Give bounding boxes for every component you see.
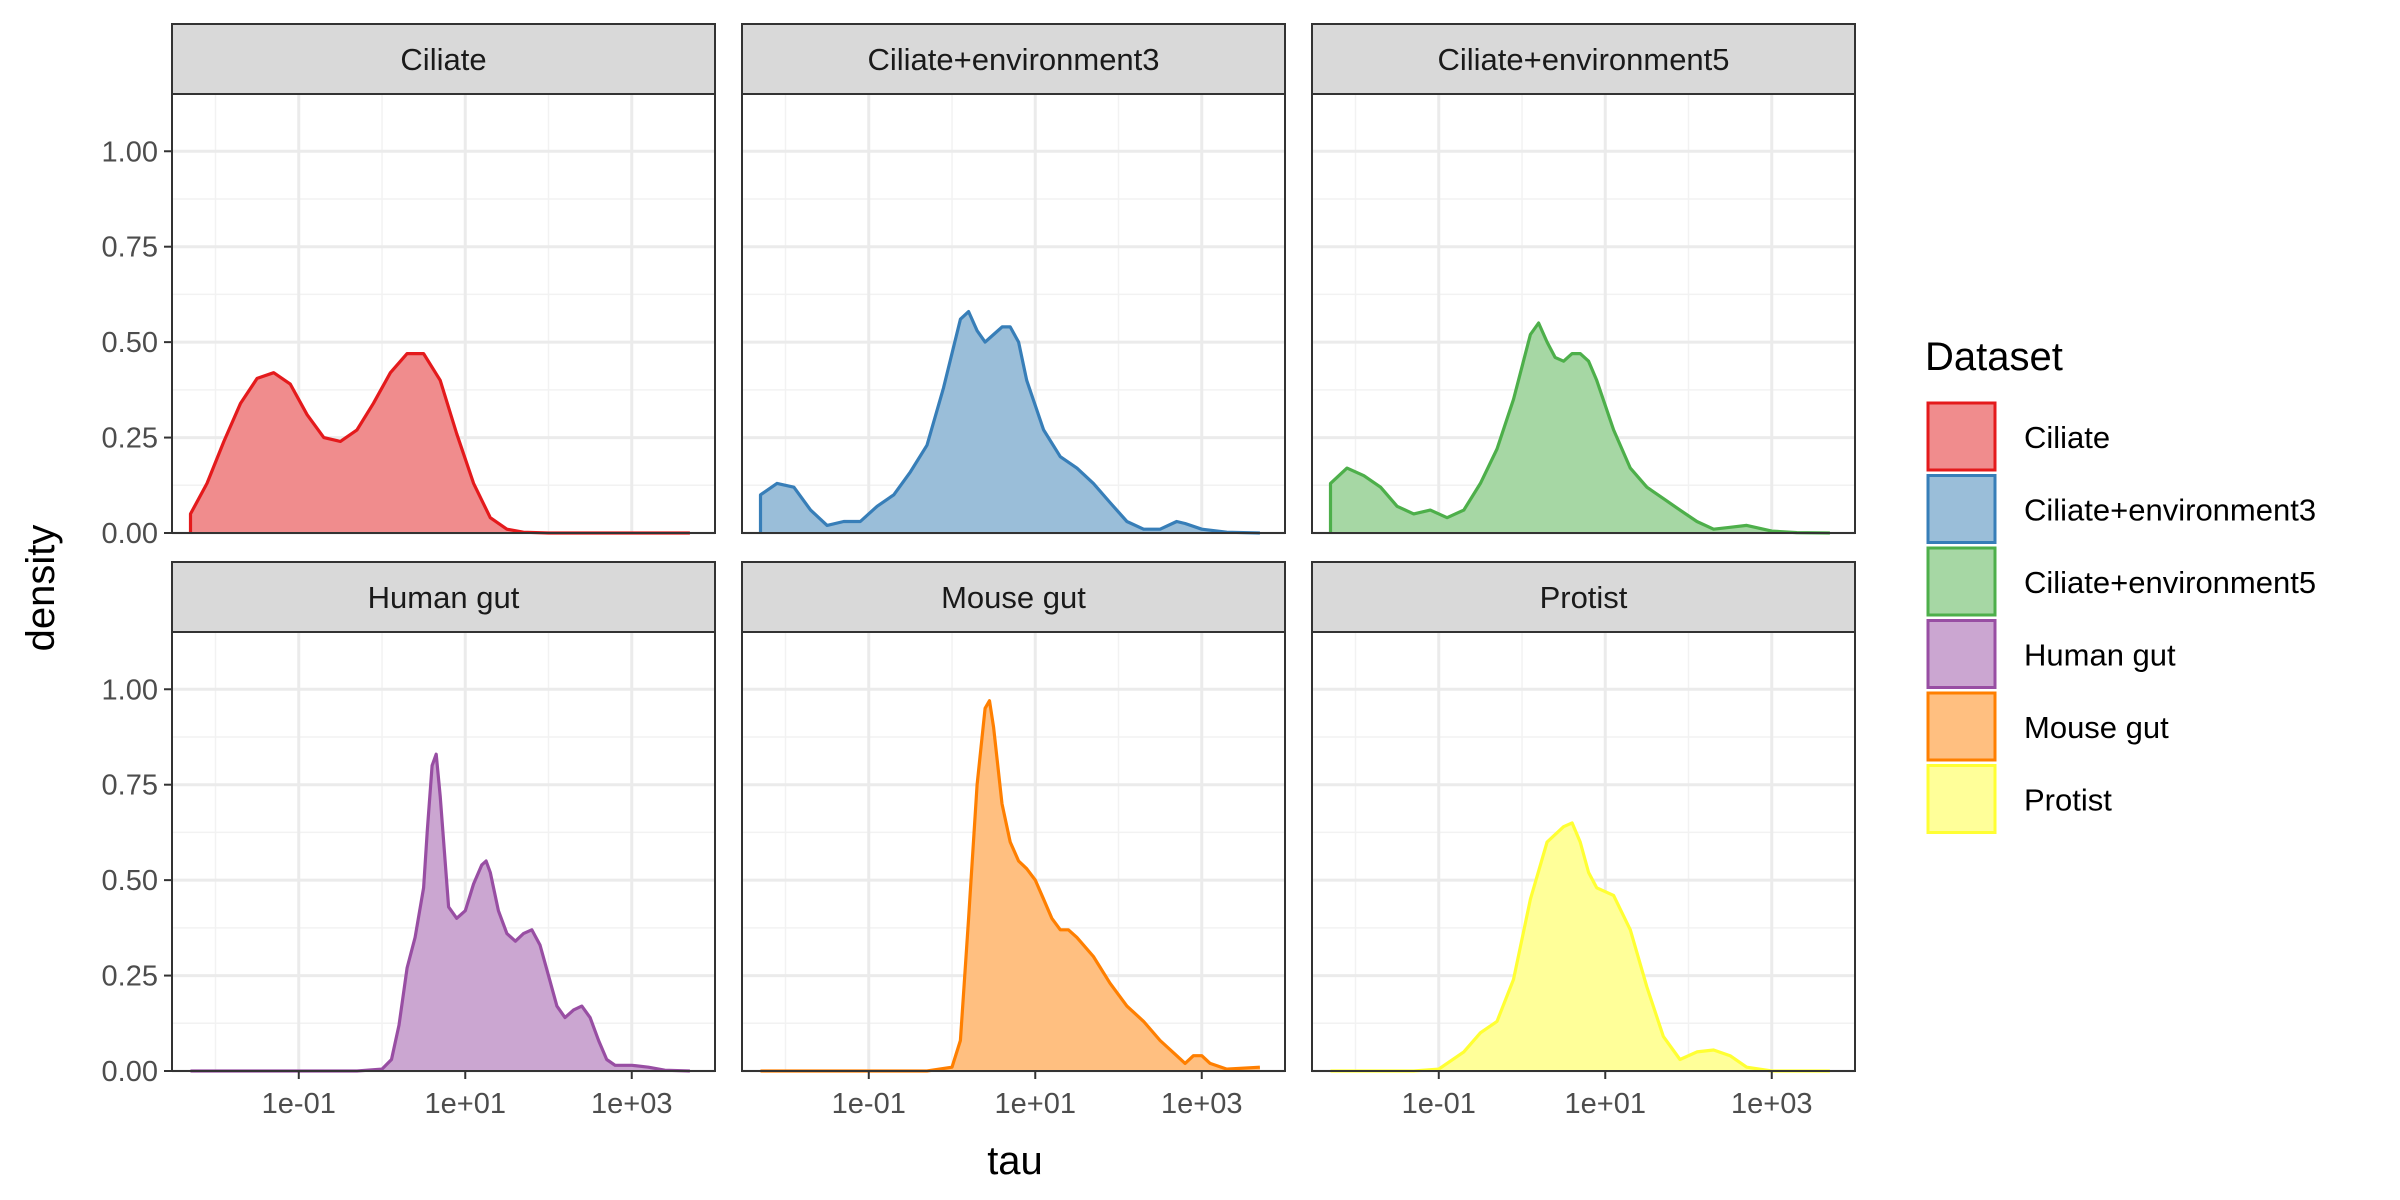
legend: Dataset CiliateCiliate+environment3Cilia…: [1925, 335, 2316, 834]
y-tick-label: 1.00: [102, 674, 158, 706]
facet-panel: Ciliate+environment5: [1311, 23, 1856, 535]
legend-item: Ciliate: [1926, 401, 2110, 472]
legend-label: Mouse gut: [2024, 710, 2169, 745]
density-area: [1330, 323, 1830, 533]
legend-swatch: [1926, 546, 1997, 617]
legend-swatch: [1926, 691, 1997, 762]
legend-label: Ciliate: [2024, 420, 2110, 455]
y-tick-label: 1.00: [102, 136, 158, 168]
y-tick-label: 0.75: [102, 232, 158, 264]
legend-label: Ciliate+environment3: [2024, 493, 2316, 528]
y-tick-label: 0.00: [102, 518, 158, 550]
density-area: [1330, 822, 1830, 1071]
density-line: [1330, 821, 1830, 1073]
legend-item: Mouse gut: [1926, 691, 2169, 762]
x-tick-label: 1e-01: [832, 1088, 906, 1120]
legend-swatch: [1926, 619, 1997, 689]
facet-strip: [171, 561, 716, 633]
x-tick-label: 1e+03: [591, 1088, 672, 1120]
facet-strip-label: Ciliate+environment3: [867, 42, 1159, 77]
x-tick-label: 1e+03: [1161, 1088, 1242, 1120]
facet-strip: [1311, 23, 1856, 95]
panel-border: [171, 631, 716, 1072]
gridlines: [172, 94, 715, 535]
panel-border: [741, 631, 1286, 1072]
y-tick-label: 0.25: [102, 961, 158, 993]
x-tick-label: 1e+01: [1565, 1088, 1646, 1120]
panel-border: [1311, 93, 1856, 534]
facet-strip: [171, 23, 716, 95]
facet-strip: [741, 561, 1286, 633]
density-line: [188, 352, 690, 535]
density-area: [190, 353, 690, 533]
facet-panel: Mouse gut 1e-01 1e+01 1e+03: [741, 561, 1286, 1120]
density-line: [760, 699, 1260, 1073]
legend-item: Protist: [1926, 764, 2112, 834]
density-area: [760, 311, 1260, 533]
legend-item: Human gut: [1926, 619, 2176, 689]
x-tick-label: 1e-01: [262, 1088, 336, 1120]
facet-strip-label: Ciliate+environment5: [1437, 42, 1729, 77]
y-tick-label: 0.50: [102, 865, 158, 897]
y-tick-label: 0.50: [102, 327, 158, 359]
y-axis-title: density: [19, 525, 63, 652]
facet-panel: Human gut 0.00 0.25 0.50 0.75 1.00 1e-01 1e+01 1…: [102, 561, 716, 1120]
density-area: [760, 700, 1260, 1071]
y-tick-label: 0.00: [102, 1056, 158, 1088]
legend-item: Ciliate+environment5: [1926, 546, 2316, 617]
x-tick-label: 1e+01: [425, 1088, 506, 1120]
facet-strip: [741, 23, 1286, 95]
facet-strip: [1311, 561, 1856, 633]
panels-layer: Ciliate 0.00 0.25 0.50 0.75 1.00 Ciliate+envir…: [102, 23, 1856, 1120]
facet-strip-label: Ciliate: [400, 42, 486, 77]
panel-border: [171, 93, 716, 534]
facet-panel: Protist 1e-01 1e+01 1e+03: [1311, 561, 1856, 1120]
facet-panel: Ciliate+environment3: [741, 23, 1286, 535]
x-tick-label: 1e-01: [1402, 1088, 1476, 1120]
facet-strip-label: Mouse gut: [941, 580, 1086, 615]
facet-panel: Ciliate 0.00 0.25 0.50 0.75 1.00: [102, 23, 716, 550]
panel-border: [1311, 631, 1856, 1072]
density-line: [1328, 321, 1830, 535]
legend-swatch: [1926, 474, 1997, 544]
legend-items: Ciliate Ciliate+environment3 Ciliate+envir…: [1926, 401, 2316, 834]
facet-strip-label: Human gut: [368, 580, 520, 615]
legend-label: Ciliate+environment5: [2024, 565, 2316, 600]
y-tick-label: 0.25: [102, 423, 158, 455]
density-line: [190, 752, 690, 1073]
panel-border: [741, 93, 1286, 534]
x-axis-title: tau: [987, 1139, 1043, 1183]
x-tick-label: 1e+01: [995, 1088, 1076, 1120]
legend-label: Human gut: [2024, 638, 2176, 673]
facet-strip-label: Protist: [1540, 580, 1628, 615]
legend-title: Dataset: [1925, 335, 2063, 379]
legend-swatch: [1926, 764, 1997, 834]
x-tick-label: 1e+03: [1731, 1088, 1812, 1120]
density-area: [190, 754, 690, 1071]
legend-item: Ciliate+environment3: [1926, 474, 2316, 544]
legend-swatch: [1926, 401, 1997, 472]
y-tick-label: 0.75: [102, 770, 158, 802]
density-line: [758, 310, 1260, 535]
legend-label: Protist: [2024, 783, 2112, 818]
